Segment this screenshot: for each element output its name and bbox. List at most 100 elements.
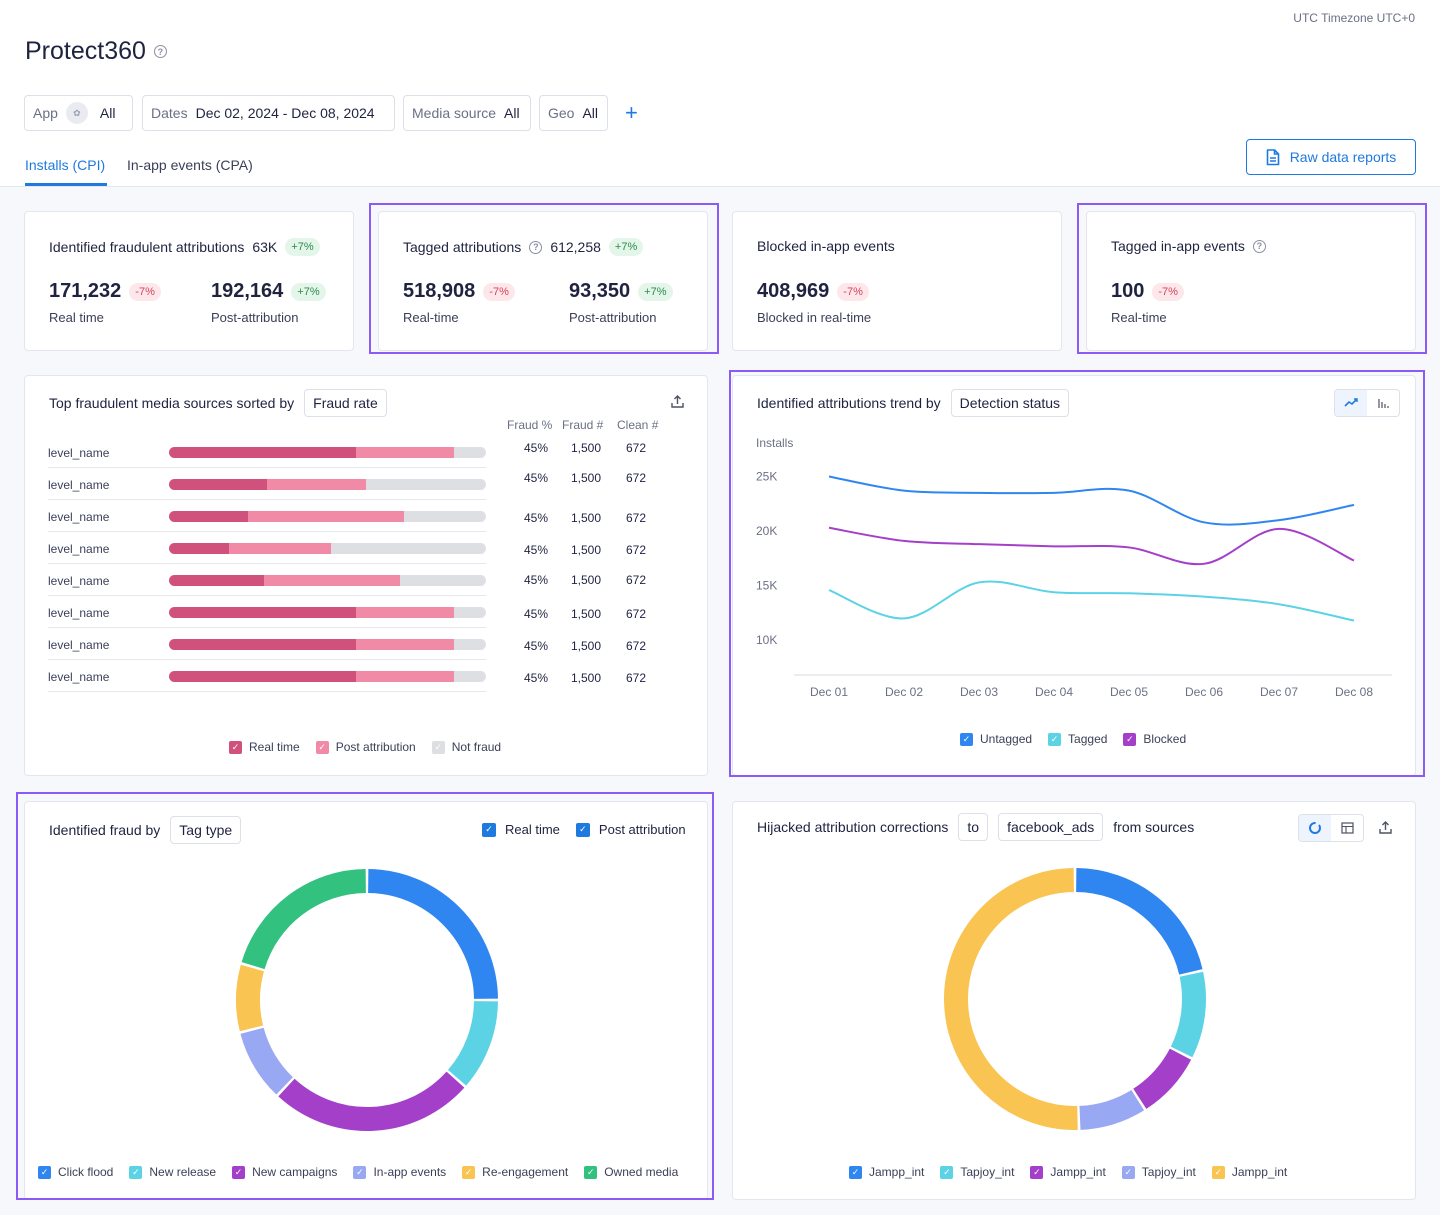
checkbox-icon: ✓ — [940, 1165, 954, 1179]
kpi-metric-realtime: 518,908 -7% — [403, 280, 515, 303]
donut-slice-jampp-int[interactable] — [1132, 1048, 1192, 1109]
bar-segment-real-time — [169, 575, 265, 586]
legend-item-jampp-int[interactable]: ✓ Jampp_int — [1030, 1165, 1106, 1179]
kpi-change-badge: -7% — [837, 282, 869, 301]
x-tick-label: Dec 05 — [1110, 685, 1148, 699]
legend-item-new-release[interactable]: ✓ New release — [129, 1165, 216, 1179]
cell-clean-num: 672 — [626, 607, 647, 621]
sort-by-dropdown[interactable]: Fraud rate — [304, 389, 387, 417]
cell-clean-num: 672 — [626, 543, 647, 557]
legend-item-tapjoy-int[interactable]: ✓ Tapjoy_int — [1121, 1165, 1196, 1179]
stacked-bar — [169, 607, 486, 618]
tab-installs[interactable]: Installs (CPI) — [25, 157, 106, 173]
donut-chart-icon[interactable] — [1299, 815, 1331, 841]
donut-slice-click-flood[interactable] — [367, 869, 498, 1000]
donut-slice-owned-media[interactable] — [241, 869, 367, 970]
legend-item-owned-media[interactable]: ✓ Owned media — [584, 1165, 678, 1179]
add-filter-icon[interactable]: + — [625, 100, 638, 125]
column-header-fraud-pct: Fraud % — [507, 418, 553, 432]
media-source-label: level_name — [48, 478, 110, 492]
help-icon[interactable]: ? — [529, 240, 543, 254]
legend-item-post-attribution[interactable]: ✓ Post attribution — [315, 740, 416, 754]
kpi-change-badge: -7% — [1152, 282, 1184, 301]
legend-item-blocked[interactable]: ✓ Blocked — [1123, 732, 1186, 746]
table-row[interactable]: level_name — [48, 500, 486, 532]
real-time-checkbox[interactable]: ✓ Real time — [482, 822, 560, 837]
series-line-untagged[interactable] — [828, 475, 1355, 526]
kpi-title: Identified fraudulent attributions — [49, 239, 245, 255]
fraud-by-tag-title: Identified fraud by — [49, 822, 161, 838]
cell-fraud-num: 1,500 — [571, 543, 602, 557]
legend-item-not-fraud[interactable]: ✓ Not fraud — [431, 740, 501, 754]
donut-slice-new-campaigns[interactable] — [278, 1071, 465, 1131]
table-row[interactable]: level_name — [48, 660, 486, 692]
donut-slice-jampp-int[interactable] — [944, 868, 1078, 1130]
to-dropdown[interactable]: to — [958, 813, 989, 841]
series-line-tagged[interactable] — [828, 580, 1355, 622]
bar-chart-icon[interactable] — [1367, 390, 1399, 416]
y-tick-label: 25K — [756, 469, 777, 483]
geo-filter[interactable]: Geo All — [539, 95, 608, 131]
table-row[interactable]: level_name — [48, 436, 486, 468]
app-filter[interactable]: App ✿ All — [24, 95, 133, 131]
legend-item-tagged[interactable]: ✓ Tagged — [1048, 732, 1107, 746]
cell-clean-num: 672 — [626, 639, 647, 653]
table-icon[interactable] — [1331, 815, 1363, 841]
legend-item-jampp-int[interactable]: ✓ Jampp_int — [849, 1165, 924, 1179]
legend-item-re-engagement[interactable]: ✓ Re-engagement — [462, 1165, 568, 1179]
donut-slice-jampp-int[interactable] — [1075, 868, 1203, 975]
export-icon[interactable] — [671, 394, 684, 411]
help-icon[interactable]: ? — [1252, 239, 1266, 253]
legend-item-in-app-events[interactable]: ✓ In-app events — [353, 1165, 446, 1179]
legend-item-click-flood[interactable]: ✓ Click flood — [38, 1165, 113, 1179]
target-media-source-dropdown[interactable]: facebook_ads — [998, 813, 1104, 841]
dates-filter[interactable]: Dates Dec 02, 2024 - Dec 08, 2024 — [142, 95, 395, 131]
donut-slice-tapjoy-int[interactable] — [1170, 971, 1206, 1058]
kpi-card-blocked: Blocked in-app events 408,969 -7% Blocke… — [732, 211, 1062, 351]
bar-segment-real-time — [169, 543, 230, 554]
help-icon[interactable]: ? — [153, 45, 167, 58]
media-source-filter[interactable]: Media source All — [403, 95, 531, 131]
cell-clean-num: 672 — [626, 671, 647, 685]
post-attribution-checkbox[interactable]: ✓ Post attribution — [575, 822, 686, 837]
x-tick-label: Dec 03 — [960, 685, 998, 699]
legend-item-real-time[interactable]: ✓ Real time — [229, 740, 300, 754]
tag-type-dropdown[interactable]: Tag type — [170, 816, 242, 844]
legend-item-untagged[interactable]: ✓ Untagged — [960, 732, 1032, 746]
x-tick-label: Dec 02 — [885, 685, 923, 699]
table-row[interactable]: level_name — [48, 468, 486, 500]
bar-segment-post-attribution — [248, 511, 404, 522]
table-row[interactable]: level_name — [48, 628, 486, 660]
donut-slice-tapjoy-int[interactable] — [1079, 1089, 1145, 1130]
bar-segment-post-attribution — [356, 607, 455, 618]
legend-label: Jampp_int — [869, 1165, 925, 1179]
export-icon[interactable] — [1379, 820, 1392, 837]
table-row[interactable]: level_name — [48, 532, 486, 564]
donut-slice-in-app-events[interactable] — [240, 1027, 294, 1095]
fraud-by-tag-donut — [236, 869, 498, 1131]
legend-item-jampp-int[interactable]: ✓ Jampp_int — [1211, 1165, 1287, 1179]
line-chart-icon[interactable] — [1335, 390, 1367, 416]
bar-segment-post-attribution — [264, 575, 401, 586]
x-tick-label: Dec 08 — [1335, 685, 1373, 699]
kpi-change-badge: -7% — [483, 282, 515, 301]
kpi-metric-realtime: 171,232 -7% — [49, 280, 161, 303]
raw-data-reports-button[interactable]: Raw data reports — [1246, 139, 1416, 175]
tab-in-app-events[interactable]: In-app events (CPA) — [127, 157, 253, 173]
donut-slice-re-engagement[interactable] — [236, 964, 265, 1032]
table-row[interactable]: level_name — [48, 596, 486, 628]
kpi-sublabel: Post-attribution — [569, 310, 657, 325]
cell-fraud-pct: 45% — [524, 573, 549, 587]
active-tab-indicator — [25, 183, 107, 186]
stacked-bar — [169, 511, 486, 522]
kpi-change-badge: -7% — [129, 282, 161, 301]
bar-segment-real-time — [169, 671, 357, 682]
legend-label: Click flood — [58, 1165, 114, 1179]
series-line-blocked[interactable] — [828, 526, 1355, 566]
table-row[interactable]: level_name — [48, 564, 486, 596]
bar-segment-post-attribution — [229, 543, 331, 554]
legend-item-tapjoy-int[interactable]: ✓ Tapjoy_int — [940, 1165, 1014, 1179]
donut-slice-new-release[interactable] — [447, 1000, 498, 1086]
group-by-dropdown[interactable]: Detection status — [950, 389, 1070, 417]
legend-item-new-campaigns[interactable]: ✓ New campaigns — [232, 1165, 337, 1179]
